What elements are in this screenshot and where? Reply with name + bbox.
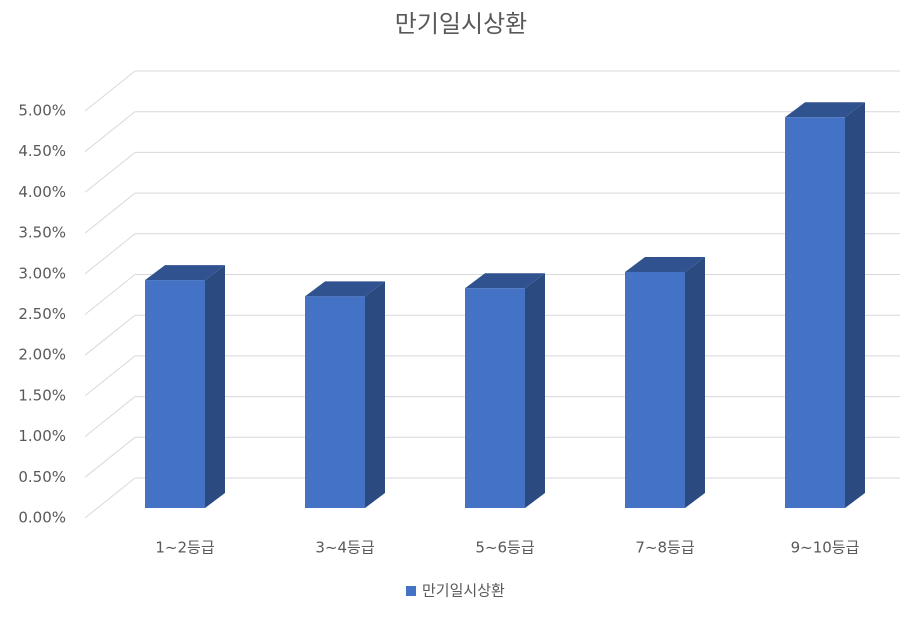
bar-side	[525, 273, 545, 508]
bar	[625, 271, 685, 508]
grid-diagonal	[84, 314, 136, 356]
y-tick-label: 0.00%	[18, 509, 66, 527]
grid-diagonal	[84, 111, 136, 153]
y-tick-label: 3.50%	[18, 224, 66, 242]
grid-diagonal	[84, 233, 136, 275]
grid-diagonal	[84, 355, 136, 397]
bar	[465, 288, 525, 508]
grid-diagonal	[84, 70, 136, 112]
grid-diagonal	[84, 274, 136, 315]
bar-side	[205, 265, 225, 508]
y-tick-label: 5.00%	[18, 102, 66, 120]
y-tick-label: 4.00%	[18, 183, 66, 201]
bar-top	[465, 273, 545, 289]
bar-side	[685, 256, 705, 508]
y-tick-label: 2.50%	[18, 305, 66, 323]
legend-swatch	[406, 586, 416, 596]
y-tick-label: 4.50%	[18, 142, 66, 160]
bar-top	[785, 102, 865, 118]
legend-label: 만기일시상환	[422, 582, 505, 600]
bar	[785, 117, 845, 508]
x-tick-label: 7~8등급	[635, 539, 694, 557]
grid-diagonal	[84, 396, 136, 437]
bar-side	[365, 281, 385, 508]
bar-top	[145, 265, 225, 281]
grid-diagonal	[84, 152, 136, 193]
bar	[305, 296, 365, 508]
grid-diagonal	[84, 436, 136, 478]
y-tick-label: 1.50%	[18, 386, 66, 404]
bar	[145, 280, 205, 508]
bar-top	[305, 281, 385, 297]
x-tick-label: 1~2등급	[155, 539, 214, 557]
x-tick-label: 5~6등급	[475, 539, 534, 557]
y-tick-label: 1.00%	[18, 427, 66, 445]
bar-top	[625, 256, 705, 272]
chart-title: 만기일시상환	[395, 10, 527, 38]
bar-side	[845, 102, 865, 508]
y-tick-label: 3.00%	[18, 264, 66, 282]
grid-diagonal	[84, 192, 136, 234]
y-tick-label: 0.50%	[18, 468, 66, 486]
grid-diagonal	[84, 477, 136, 519]
y-tick-label: 2.00%	[18, 346, 66, 364]
x-tick-label: 3~4등급	[315, 539, 374, 557]
x-tick-label: 9~10등급	[791, 539, 860, 557]
